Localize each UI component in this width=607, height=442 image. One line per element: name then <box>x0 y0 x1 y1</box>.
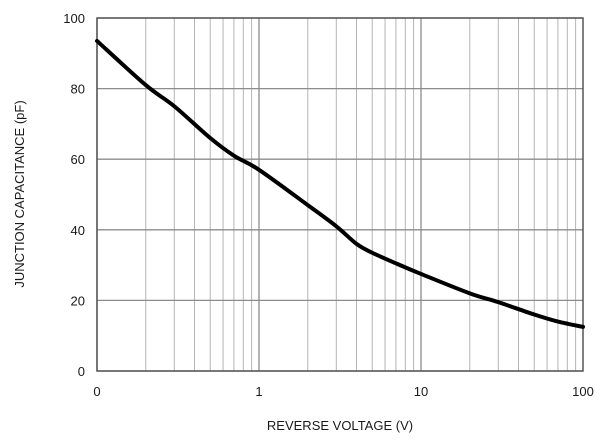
x-axis-title: REVERSE VOLTAGE (V) <box>267 418 413 433</box>
x-tick-label: 100 <box>572 384 594 399</box>
x-tick-label: 1 <box>255 384 262 399</box>
y-tick-label: 0 <box>78 364 85 379</box>
y-axis-title: JUNCTION CAPACITANCE (pF) <box>12 100 27 287</box>
y-tick-label: 40 <box>71 223 85 238</box>
x-tick-labels: 0 1 10 100 <box>93 384 593 399</box>
plot-border <box>96 17 584 372</box>
y-tick-label: 60 <box>71 152 85 167</box>
y-tick-label: 80 <box>71 82 85 97</box>
series-layer <box>95 38 585 329</box>
grid <box>96 17 583 372</box>
y-tick-label: 20 <box>71 293 85 308</box>
y-tick-label: 100 <box>63 11 85 26</box>
x-tick-label: 10 <box>414 384 428 399</box>
y-tick-labels: 0 20 40 60 80 100 <box>63 11 85 379</box>
x-tick-label: 0 <box>93 384 100 399</box>
series-line-0 <box>95 38 585 329</box>
plot-frame <box>96 17 584 372</box>
